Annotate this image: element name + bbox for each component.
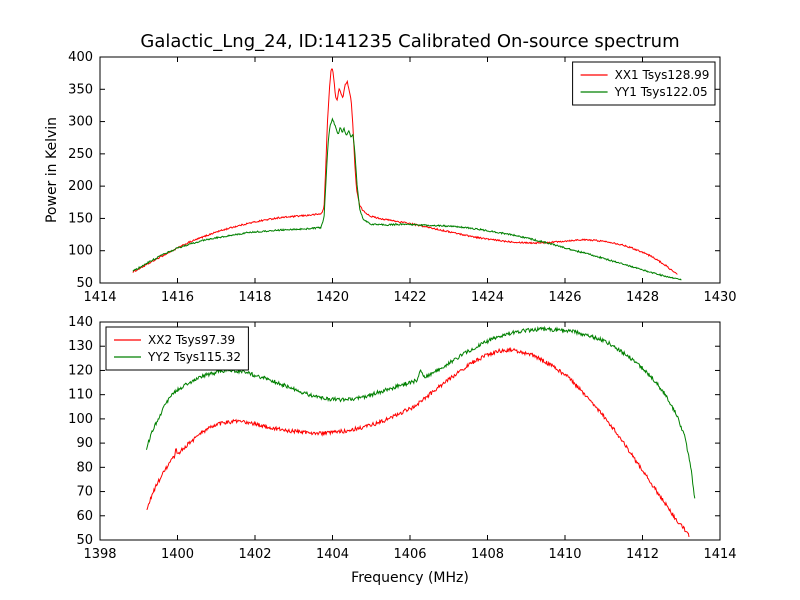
- x-tick-label: 1414: [703, 547, 736, 562]
- y-tick-label: 130: [68, 339, 93, 354]
- x-tick-label: 1406: [393, 547, 426, 562]
- x-tick-label: 1422: [393, 290, 426, 305]
- y-tick-label: 50: [76, 276, 93, 291]
- legend-label: XX2 Tsys97.39: [148, 333, 235, 347]
- x-tick-label: 1412: [626, 547, 659, 562]
- series-group: [146, 325, 696, 538]
- x-tick-label: 1404: [316, 547, 349, 562]
- y-tick-label: 120: [68, 363, 93, 378]
- legend-box: [572, 61, 716, 106]
- legend-label: XX1 Tsys128.99: [615, 68, 710, 82]
- y-tick-label: 90: [76, 436, 93, 451]
- y-tick-label: 140: [68, 315, 93, 330]
- x-tick-label: 1420: [316, 290, 349, 305]
- legend-box: [105, 326, 249, 371]
- x-tick-label: 1408: [471, 547, 504, 562]
- y-tick-label: 110: [68, 388, 93, 403]
- x-tick-label: 1414: [83, 290, 116, 305]
- y-tick-label: 80: [76, 460, 93, 475]
- y-tick-label: 400: [68, 50, 93, 65]
- series-line-xx1: [132, 68, 678, 275]
- x-tick-label: 1400: [161, 547, 194, 562]
- x-tick-label: 1416: [161, 290, 194, 305]
- y-tick-label: 50: [76, 533, 93, 548]
- x-axis-label: Frequency (MHz): [351, 570, 469, 586]
- x-tick-label: 1428: [626, 290, 659, 305]
- x-tick-label: 1426: [548, 290, 581, 305]
- y-tick-label: 60: [76, 509, 93, 524]
- series-line-yy1: [132, 117, 682, 281]
- x-tick-label: 1398: [83, 547, 116, 562]
- y-tick-label: 200: [68, 179, 93, 194]
- y-tick-label: 100: [68, 412, 93, 427]
- y-tick-label: 350: [68, 82, 93, 97]
- x-tick-label: 1424: [471, 290, 504, 305]
- x-tick-label: 1430: [703, 290, 736, 305]
- chart-title: Galactic_Lng_24, ID:141235 Calibrated On…: [140, 31, 679, 52]
- y-tick-label: 100: [68, 244, 93, 259]
- legend-label: YY2 Tsys115.32: [147, 350, 241, 364]
- legend: XX1 Tsys128.99 YY1 Tsys122.05: [572, 61, 716, 106]
- y-tick-label: 300: [68, 115, 93, 130]
- y-tick-label: 150: [68, 211, 93, 226]
- y-axis-label: Power in Kelvin: [44, 117, 60, 223]
- y-tick-label: 70: [76, 485, 93, 500]
- legend: XX2 Tsys97.39 YY2 Tsys115.32: [105, 326, 249, 371]
- x-tick-label: 1402: [238, 547, 271, 562]
- x-tick-label: 1418: [238, 290, 271, 305]
- legend-label: YY1 Tsys122.05: [614, 85, 708, 99]
- series-group: [132, 68, 682, 281]
- series-line-yy2: [146, 325, 696, 499]
- y-tick-label: 250: [68, 147, 93, 162]
- series-line-xx2: [146, 346, 690, 538]
- x-tick-label: 1410: [548, 547, 581, 562]
